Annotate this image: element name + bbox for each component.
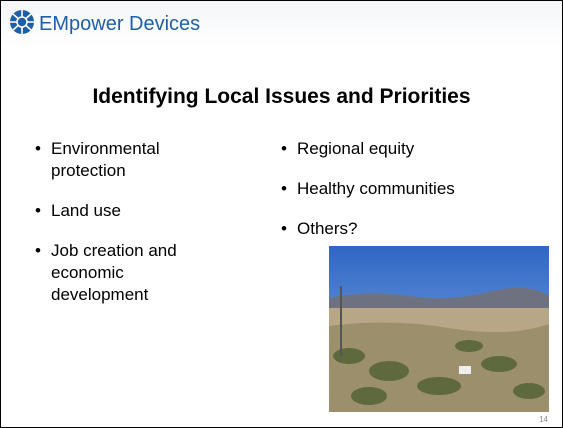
bullet-item: Land use <box>51 200 201 222</box>
bullet-item: Healthy communities <box>297 178 557 200</box>
brand: EMpower Devices <box>39 13 200 36</box>
bullet-list: Environmental protection Land use Job crea… <box>35 138 201 324</box>
photo <box>329 246 549 412</box>
logo <box>9 9 35 35</box>
bullet-item: Job creation and economic development <box>51 240 201 306</box>
header: EMpower Devices <box>1 1 562 47</box>
page-number: 14 <box>539 415 548 424</box>
bullet-item: Environmental protection <box>51 138 201 182</box>
bullet-item: Regional equity <box>297 138 557 160</box>
bullet-item: Others? <box>297 218 557 240</box>
bullet-list: Regional equity Healthy communities Others… <box>281 138 557 258</box>
slide: EMpower Devices Identifying Local Issues… <box>0 0 563 428</box>
slide-title: Identifying Local Issues and Priorities <box>1 85 562 109</box>
